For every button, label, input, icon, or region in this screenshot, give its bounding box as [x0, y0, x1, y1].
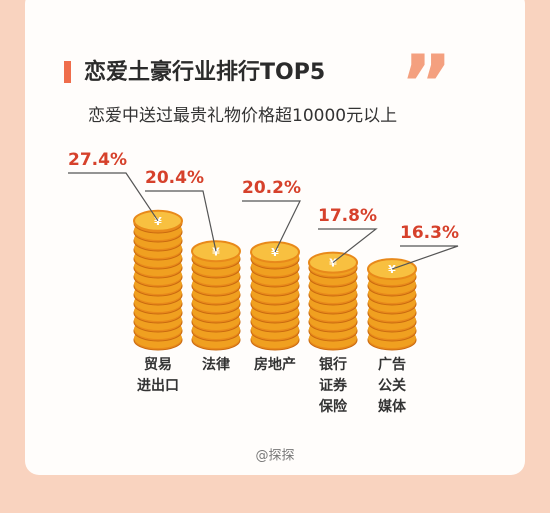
title-bar: [64, 61, 71, 83]
value-label: 20.2%: [242, 178, 301, 198]
leader-line: [318, 228, 378, 264]
coin-stack: ¥: [367, 258, 417, 351]
category-label: 贸易: [144, 356, 172, 373]
category-label: 银行: [319, 356, 347, 373]
coin-symbol: ¥: [154, 215, 162, 228]
value-label: 20.4%: [145, 168, 204, 188]
category-label: 广告: [378, 356, 406, 373]
coin-stack: ¥: [250, 241, 300, 351]
value-label: 17.8%: [318, 206, 377, 226]
coin-symbol: ¥: [329, 257, 337, 270]
category-label: 进出口: [137, 377, 179, 394]
category-label: 房地产: [254, 356, 296, 373]
category-label: 法律: [202, 356, 230, 373]
coin-symbol: ¥: [212, 245, 220, 258]
quote-mark: ”: [400, 38, 453, 131]
chart-title: 恋爱土豪行业排行TOP5: [84, 59, 325, 85]
leader-line: [242, 200, 301, 253]
coin-stack: ¥: [308, 251, 358, 351]
source: @探探: [255, 449, 294, 464]
card: [25, 0, 525, 475]
leader-line: [145, 190, 217, 252]
coin-symbol: ¥: [271, 246, 279, 259]
coin-stack: ¥: [191, 240, 241, 351]
category-label: 保险: [318, 398, 348, 415]
chart-subtitle: 恋爱中送过最贵礼物价格超10000元以上: [88, 105, 397, 126]
category-label: 证券: [319, 377, 348, 394]
leader-line: [391, 245, 459, 270]
coin-stack: ¥: [133, 209, 183, 351]
value-label: 27.4%: [68, 150, 127, 170]
leader-line: [68, 172, 159, 222]
value-label: 16.3%: [400, 223, 459, 243]
coin-symbol: ¥: [388, 263, 396, 276]
category-label: 公关: [378, 377, 406, 394]
category-label: 媒体: [377, 398, 407, 415]
